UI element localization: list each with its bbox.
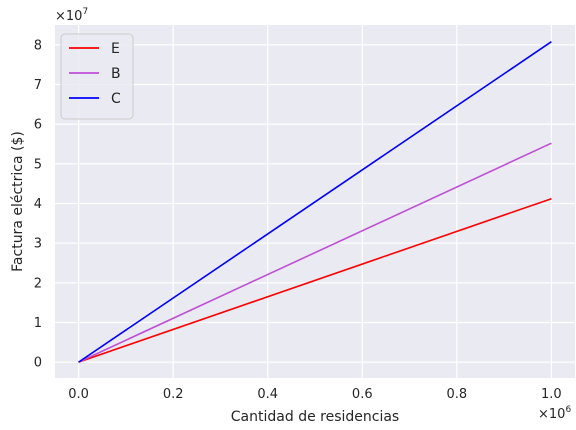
x-axis-label: Cantidad de residencias	[231, 409, 399, 425]
x-tick-label: 0.6	[352, 387, 373, 402]
series-line-B	[78, 142, 552, 363]
legend-label: C	[111, 91, 121, 107]
x-tick-label: 0.8	[446, 387, 467, 402]
x-tick-label: 0.2	[163, 387, 184, 402]
y-tick-label: 5	[34, 157, 42, 172]
legend-label: E	[111, 41, 120, 57]
tick-labels: 0.0 0.2 0.4 0.6 0.8 1.0 0 1 2 3 4 5 6 7 8	[34, 38, 562, 402]
legend-box	[60, 33, 134, 120]
series-lines	[78, 41, 552, 363]
y-tick-label: 2	[34, 276, 42, 291]
y-tick-label: 1	[34, 316, 42, 331]
y-tick-label: 7	[34, 78, 42, 93]
x-tick-label: 0.4	[257, 387, 278, 402]
y-tick-label: 8	[34, 38, 42, 53]
y-axis-label: Factura eléctrica ($)	[10, 131, 26, 272]
series-line-E	[78, 197, 552, 363]
y-tick-label: 4	[34, 197, 42, 212]
legend-label: B	[111, 66, 121, 82]
grid	[55, 25, 575, 378]
y-tick-label: 3	[34, 237, 42, 252]
x-axis-offset: ×106	[538, 405, 571, 422]
y-tick-label: 0	[34, 356, 42, 371]
legend: EBC	[60, 33, 134, 120]
y-tick-label: 6	[34, 118, 42, 133]
y-axis-offset: ×107	[55, 7, 88, 24]
x-tick-label: 0.0	[68, 387, 89, 402]
series-line-C	[78, 41, 552, 363]
x-tick-label: 1.0	[541, 387, 562, 402]
